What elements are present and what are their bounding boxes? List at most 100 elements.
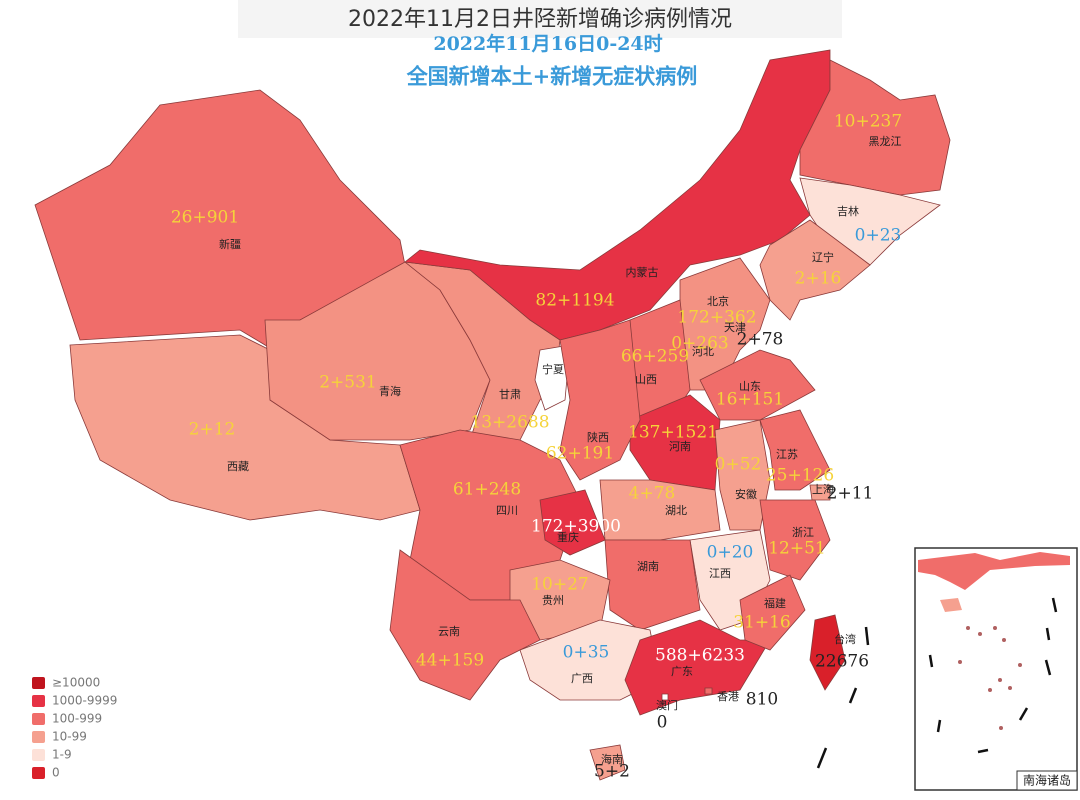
province-value: 0+23 — [855, 226, 902, 246]
province-value: 5+2 — [594, 762, 630, 782]
province-value: 44+159 — [416, 651, 484, 671]
province-value: 10+237 — [834, 112, 902, 132]
province-name: 山东 — [739, 380, 761, 393]
legend-label: ≥10000 — [52, 676, 100, 690]
province-value: 12+51 — [768, 539, 826, 559]
labels: 新疆 26+901 西藏 2+12 青海2+531 甘肃 13+2688 宁夏 内蒙古 82+11… — [171, 112, 902, 782]
map-date: 2022年11月16日0-24时 — [433, 32, 662, 55]
province — [604, 539, 701, 631]
province-value: 31+16 — [733, 613, 791, 633]
province-value: 0+20 — [707, 543, 754, 563]
province-value: 16+151 — [716, 390, 784, 410]
province-name: 江西 — [709, 567, 731, 580]
province — [704, 687, 713, 695]
province-value: 2+11 — [827, 484, 874, 504]
inset-label: 南海诸岛 — [1023, 773, 1071, 788]
legend: ≥10000 1000-9999 100-999 10-99 1-9 0 — [32, 676, 117, 780]
inset-island — [940, 598, 962, 612]
regions — [34, 49, 951, 781]
legend-label: 100-999 — [52, 712, 102, 726]
province — [34, 89, 406, 361]
province-name: 内蒙古 — [626, 265, 659, 279]
province-name: 云南 — [438, 625, 460, 638]
province-value: 137+1521 — [628, 423, 718, 443]
province-value: 172+3900 — [531, 517, 621, 537]
province-name: 河北 — [692, 345, 714, 358]
legend-label: 1000-9999 — [52, 694, 117, 708]
province-name: 新疆 — [219, 237, 241, 251]
title-bar — [238, 0, 842, 38]
province-name: 安徽 — [735, 487, 757, 501]
province-value: 172+362 — [677, 308, 756, 328]
province-name: 福建 — [764, 596, 786, 610]
province-name: 西藏 — [227, 460, 249, 473]
province-value: 10+27 — [531, 575, 589, 595]
legend-label: 1-9 — [52, 748, 72, 762]
province-name: 吉林 — [837, 204, 859, 218]
province-name: 青海 — [379, 384, 401, 398]
inset-label-box — [1016, 770, 1078, 791]
province-name: 湖北 — [665, 504, 687, 517]
province-name: 重庆 — [557, 530, 579, 544]
legend-swatch — [32, 677, 45, 689]
legend-swatch — [32, 695, 45, 707]
province-value: 0+263 — [671, 334, 729, 354]
province-value: 2+531 — [319, 373, 377, 393]
province-name: 广东 — [671, 665, 693, 678]
province-value: 2+12 — [189, 420, 236, 440]
legend-label: 0 — [52, 766, 60, 780]
province-value: 25+126 — [766, 466, 834, 486]
province-name: 湖南 — [637, 560, 659, 573]
province-name: 河南 — [669, 440, 691, 453]
legend-swatch — [32, 713, 45, 725]
province — [809, 484, 831, 501]
province-value: 82+1194 — [535, 291, 614, 311]
province — [661, 693, 669, 701]
province-value: 66+259 — [621, 347, 689, 367]
inset-dashes — [816, 597, 1058, 769]
province-value: 4+78 — [629, 484, 676, 504]
province — [799, 59, 951, 196]
province — [389, 549, 541, 701]
province-value: 0+52 — [715, 455, 762, 475]
province-value: 810 — [746, 690, 778, 710]
province — [739, 574, 806, 651]
page-title: 2022年11月2日井陉新增确诊病例情况 — [348, 7, 732, 32]
province — [759, 409, 831, 491]
province-value: 0+35 — [563, 643, 610, 663]
province-value: 588+6233 — [655, 646, 745, 666]
province-name: 江苏 — [776, 448, 798, 461]
province-name: 台湾 — [834, 632, 856, 646]
legend-swatch — [32, 767, 45, 779]
province — [539, 489, 606, 556]
province — [759, 499, 831, 581]
province — [624, 619, 771, 716]
province — [589, 744, 626, 781]
province-value: 62+191 — [546, 444, 614, 464]
province-name: 天津 — [724, 321, 746, 334]
map-subtitle: 全国新增本土+新增无症状病例 — [406, 64, 698, 89]
province-value: 26+901 — [171, 208, 239, 228]
province-value: 61+248 — [453, 480, 521, 500]
inset-frame — [914, 547, 1078, 791]
inset: 南海诸岛 — [816, 547, 1078, 791]
province-name: 贵州 — [542, 594, 564, 607]
province — [559, 319, 641, 481]
province-name: 北京 — [707, 294, 729, 308]
province-value: 2+16 — [795, 269, 842, 289]
province-value: 2+78 — [737, 330, 784, 350]
legend-swatch — [32, 749, 45, 761]
province — [799, 177, 941, 266]
province-name: 澳门 — [656, 698, 678, 712]
legend-swatch — [32, 731, 45, 743]
province-name: 黑龙江 — [869, 135, 902, 148]
province-name: 陕西 — [587, 430, 609, 444]
province-name: 辽宁 — [812, 250, 834, 264]
province-name: 浙江 — [792, 526, 814, 539]
province-value: 0 — [657, 713, 668, 733]
province-name: 甘肃 — [499, 388, 521, 401]
province-name: 海南 — [601, 752, 623, 766]
province — [759, 219, 871, 321]
